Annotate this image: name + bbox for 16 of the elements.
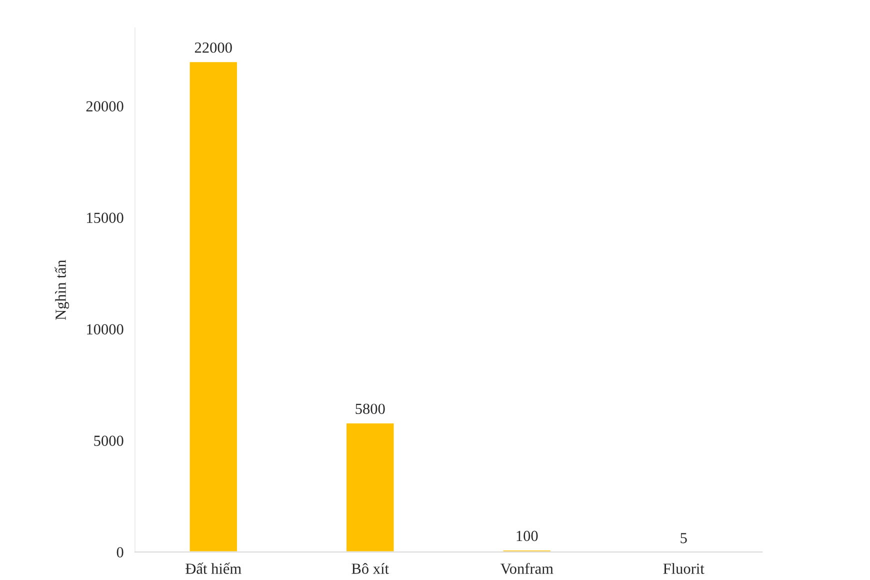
bar <box>188 60 238 552</box>
data-label: 22000 <box>194 42 232 53</box>
x-tick-label: Đất hiếm <box>186 562 242 574</box>
y-tick-label: 5000 <box>94 436 124 446</box>
data-label: 100 <box>516 530 538 542</box>
bar <box>345 422 396 552</box>
y-tick-label: 15000 <box>87 212 124 223</box>
data-label: 5800 <box>356 404 385 414</box>
y-tick-label: 0 <box>116 547 124 558</box>
data-label: 5 <box>680 533 687 544</box>
x-tick-label: Fluorit <box>663 563 704 574</box>
y-tick-label: 10000 <box>87 324 124 334</box>
y-tick-label: 20000 <box>86 101 124 112</box>
y-axis-title: Nghìn tấn <box>54 260 70 320</box>
x-tick-label: Bô xít <box>352 563 389 574</box>
x-tick-label: Vonfram <box>500 562 554 574</box>
